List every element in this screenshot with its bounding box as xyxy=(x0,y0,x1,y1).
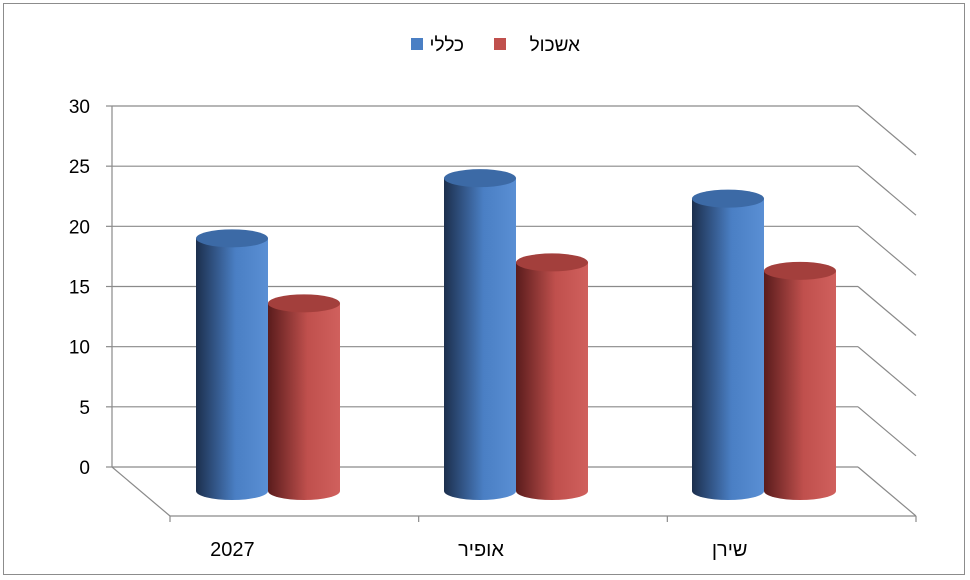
y-tick-label: 25 xyxy=(69,157,90,178)
side-gridline xyxy=(857,286,917,336)
bar-body xyxy=(516,262,588,500)
legend-swatch xyxy=(411,38,423,50)
bar-body xyxy=(764,270,836,500)
y-tick-label: 10 xyxy=(69,338,90,359)
bar-top xyxy=(764,261,836,280)
legend-label: כללי xyxy=(430,35,464,56)
y-tick-label: 0 xyxy=(79,458,90,479)
axes xyxy=(106,105,917,522)
y-tick-label: 30 xyxy=(69,97,90,118)
bar-top xyxy=(196,229,268,248)
bar-top xyxy=(516,253,588,272)
bar-top xyxy=(692,189,764,208)
bar-body xyxy=(444,178,516,500)
bar-1-0 xyxy=(268,294,340,500)
x-category-label: שירן xyxy=(712,539,748,561)
labels: 0 5 10 15 20 25 30 2027 אופיר שירן xyxy=(69,97,748,561)
bar-top xyxy=(444,169,516,188)
side-gridline xyxy=(857,225,917,276)
side-gridline xyxy=(857,165,917,216)
legend: כללי אשכול xyxy=(411,35,580,56)
bar-0-2 xyxy=(692,189,764,500)
side-gridline xyxy=(857,406,917,457)
bar-body xyxy=(692,198,764,500)
x-category-label: אופיר xyxy=(458,539,504,561)
side-gridline xyxy=(857,105,917,156)
bars xyxy=(196,169,836,501)
bar-1-2 xyxy=(764,261,836,500)
legend-item: אשכול xyxy=(494,35,580,56)
bar-0-1 xyxy=(444,169,516,500)
floor-left-edge xyxy=(111,466,171,517)
side-gridline xyxy=(857,346,917,397)
bar-body xyxy=(268,303,340,500)
bar-1-1 xyxy=(516,253,588,500)
legend-item: כללי xyxy=(411,35,464,56)
side-gridline xyxy=(857,466,917,517)
x-category-label: 2027 xyxy=(210,539,255,561)
y-tick-label: 15 xyxy=(69,278,90,299)
legend-label: אשכול xyxy=(530,35,580,56)
y-tick-label: 5 xyxy=(79,398,90,419)
legend-swatch xyxy=(494,38,506,50)
bar-top xyxy=(268,294,340,313)
bar-0-0 xyxy=(196,229,268,501)
y-tick-label: 20 xyxy=(69,217,90,238)
bar-body xyxy=(196,238,268,501)
